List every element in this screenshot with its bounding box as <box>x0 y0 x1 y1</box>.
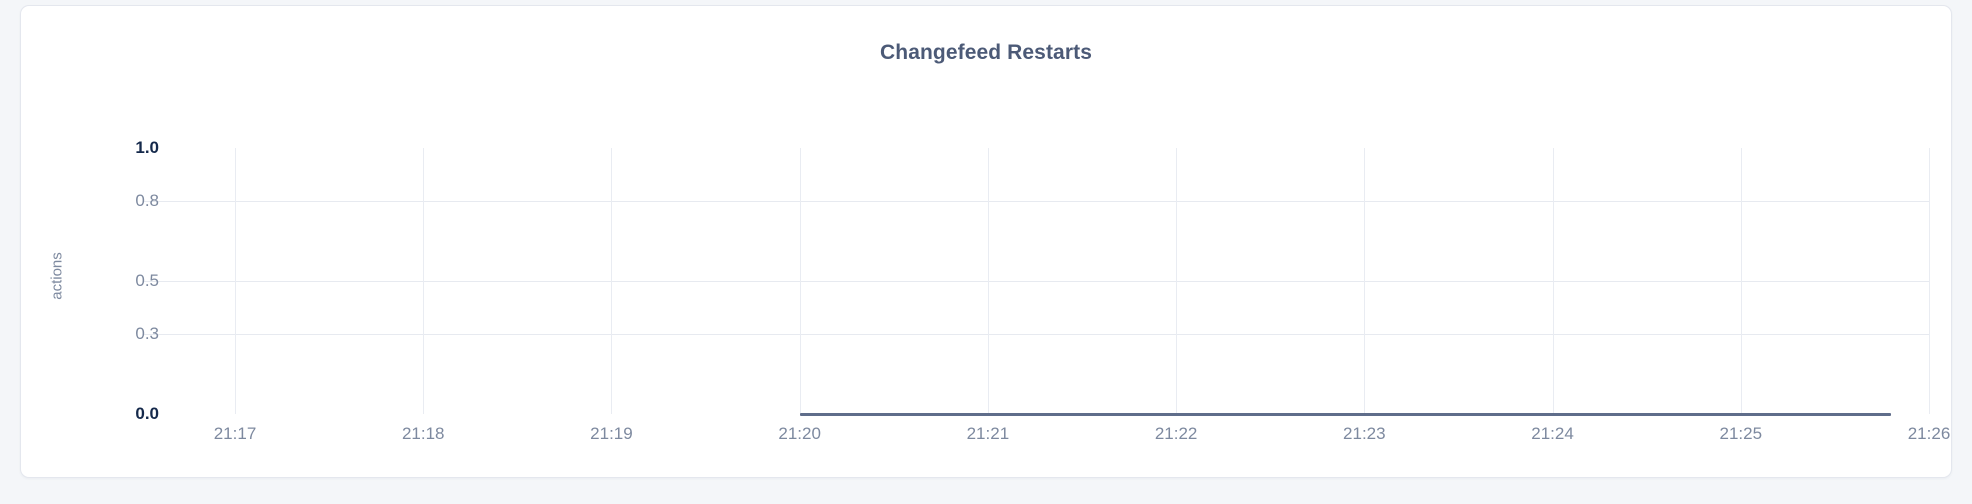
vertical-gridline <box>1929 148 1930 414</box>
y-axis-ticks: 1.0 0.8 0.5 0.3 0.0 <box>21 6 1972 504</box>
horizontal-gridline <box>143 334 1929 336</box>
y-axis-label: actions <box>48 252 66 300</box>
vertical-gridline <box>423 148 425 414</box>
changefeed-restarts-card: Changefeed Restarts 1.0 0.8 0.5 0.3 0.0 21:1… <box>20 5 1952 478</box>
y-axis-tick-label: 0.3 <box>135 324 159 344</box>
vertical-gridline <box>1552 148 1554 414</box>
y-axis-tick-label: 0.0 <box>135 404 159 423</box>
chart-title: Changefeed Restarts <box>880 41 1092 64</box>
vertical-gridline <box>611 148 613 414</box>
vertical-gridline <box>799 148 801 414</box>
series-line-restarts <box>799 413 1891 416</box>
x-axis-ticks: 21:17 21:18 21:19 21:20 21:21 21:22 21:23 21:24… <box>21 6 1972 504</box>
y-axis-tick-label: 1.0 <box>135 138 159 157</box>
chart-series-layer <box>21 6 1972 504</box>
x-axis-tick-label: 21:18 <box>401 424 445 443</box>
vertical-gridline <box>987 148 989 414</box>
x-axis-tick-label: 21:24 <box>1531 424 1574 443</box>
vertical-gridline <box>235 148 236 414</box>
x-axis-tick-label: 21:25 <box>1719 424 1763 443</box>
x-axis-tick-label: 21:23 <box>1343 424 1386 443</box>
vertical-gridline <box>1176 148 1178 414</box>
x-axis-tick-label: 21:19 <box>590 424 633 443</box>
x-axis-tick-label: 21:17 <box>213 424 257 443</box>
x-axis-tick-label: 21:20 <box>778 424 821 443</box>
y-axis-tick-label: 0.8 <box>135 191 159 211</box>
vertical-gridline <box>1740 148 1742 414</box>
horizontal-gridline <box>143 281 1929 282</box>
x-axis-tick-label: 21:21 <box>966 424 1010 443</box>
y-axis-tick-label: 0.5 <box>135 271 159 290</box>
chart-gridlines <box>21 6 1972 504</box>
horizontal-gridline <box>143 201 1929 203</box>
x-axis-tick-label: 21:26 <box>1907 424 1951 443</box>
vertical-gridline <box>1364 148 1366 414</box>
x-axis-tick-label: 21:22 <box>1154 424 1198 443</box>
